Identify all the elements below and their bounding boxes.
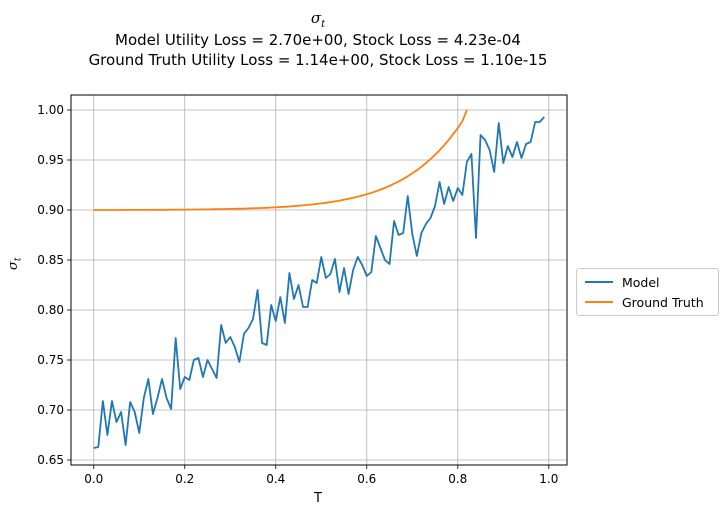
x-tick-label: 0.6 (357, 472, 376, 486)
legend-label-model: Model (622, 274, 660, 290)
title-sigma: σ (310, 9, 322, 27)
y-tick-label: 0.95 (37, 153, 64, 167)
y-tick-label: 0.70 (37, 403, 64, 417)
legend-swatch-model (585, 281, 613, 283)
y-tick-label: 0.90 (37, 203, 64, 217)
x-tick-label: 0.8 (448, 472, 467, 486)
legend-label-ground-truth: Ground Truth (622, 294, 704, 310)
title-sigma-sub: t (321, 19, 326, 30)
chart-title-line-2: Model Utility Loss = 2.70e+00, Stock Los… (115, 31, 521, 49)
y-tick-label: 1.00 (37, 103, 64, 117)
x-tick-label: 1.0 (539, 472, 558, 486)
series-lines (93, 109, 545, 449)
x-tick-label: 0.2 (175, 472, 194, 486)
y-tick-label: 0.85 (37, 253, 64, 267)
series-line-model (93, 116, 545, 449)
chart-title-symbol: σt (0, 9, 636, 30)
legend-swatch-ground-truth (585, 301, 613, 303)
series-line-ground-truth (93, 109, 468, 211)
y-tick-label: 0.80 (37, 303, 64, 317)
chart-title-line-3: Ground Truth Utility Loss = 1.14e+00, St… (88, 51, 548, 69)
plot-frame (70, 94, 568, 466)
x-axis-label: T (314, 491, 322, 506)
axis-ticks: 0.0 0.2 0.4 0.6 0.8 1.0 0.65 0.70 0.75 0.80 0.85 0.… (37, 103, 558, 486)
y-tick-label: 0.65 (37, 453, 64, 467)
legend: Model Ground Truth (576, 268, 719, 316)
legend-item-ground-truth: Ground Truth (585, 293, 704, 311)
y-tick-label: 0.75 (37, 353, 64, 367)
y-axis-label: σt (6, 258, 24, 271)
grid-lines (71, 95, 567, 465)
ylabel-sub: t (13, 257, 24, 262)
legend-item-model: Model (585, 273, 660, 291)
ylabel-sigma: σ (6, 261, 21, 270)
x-tick-label: 0.4 (266, 472, 285, 486)
x-tick-label: 0.0 (84, 472, 103, 486)
